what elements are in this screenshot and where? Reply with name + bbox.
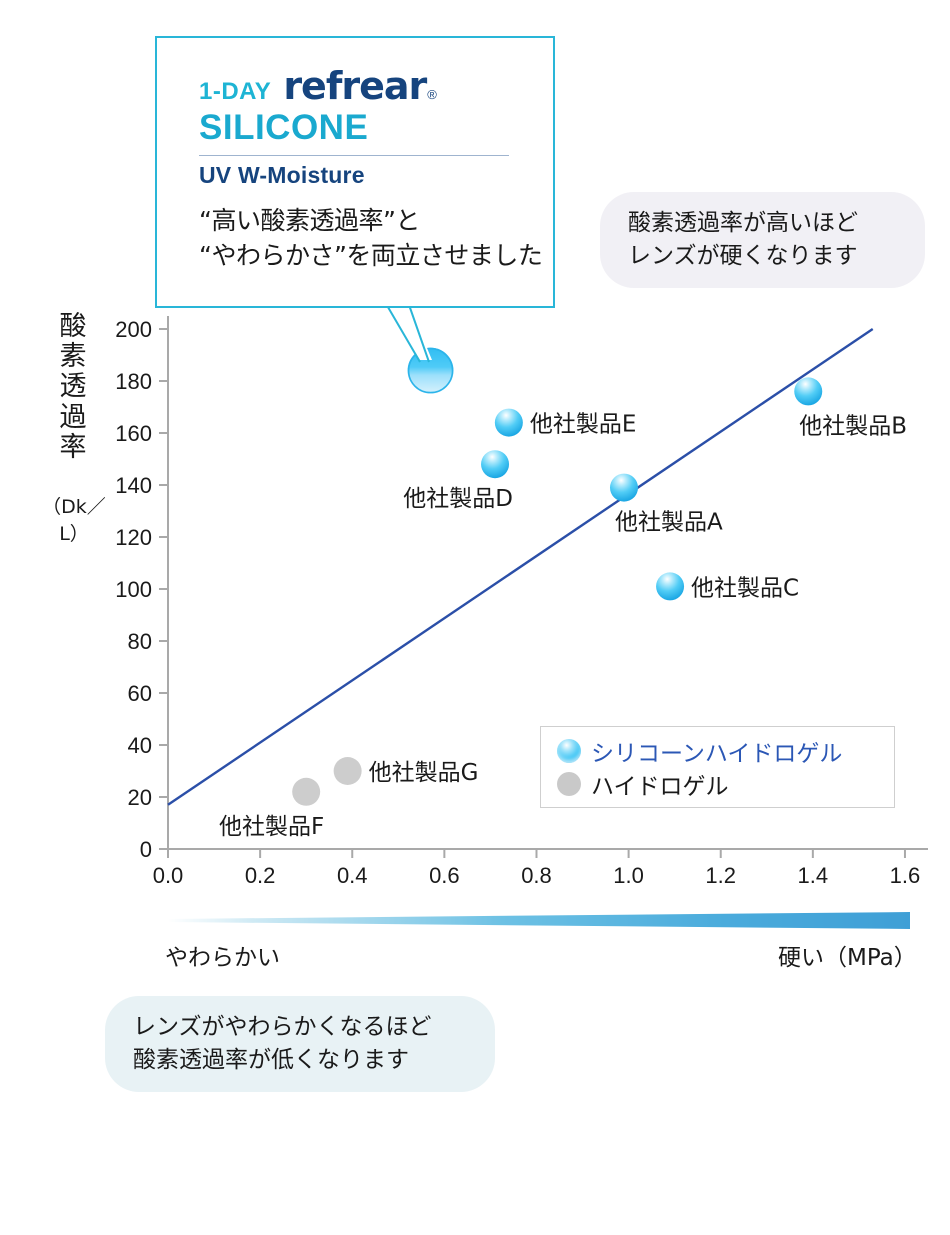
product-tagline-line1: “高い酸素透過率”と bbox=[199, 205, 420, 235]
x-tick-label: 0.2 bbox=[245, 863, 276, 888]
callout-pointer bbox=[384, 301, 432, 363]
y-axis-ticks: 0 20 40 60 80 100 120 140 160 180 200 bbox=[115, 317, 168, 862]
product-brand-line: 1-DAY refrear ® bbox=[199, 64, 553, 108]
data-point-label: 他社製品C bbox=[691, 575, 799, 601]
trend-line bbox=[167, 328, 874, 806]
x-tick-label: 1.4 bbox=[798, 863, 829, 888]
data-point-label: 他社製品A bbox=[615, 510, 723, 536]
product-tagline-line2: “やわらかさ”を両立させました bbox=[199, 241, 543, 271]
scatter-plot: 0 20 40 60 80 100 120 140 160 180 200 0.0 0.2 0.4 0.6… bbox=[115, 316, 928, 888]
y-axis-title-char: 素 bbox=[59, 341, 87, 373]
product-subtitle: UV W-Moisture bbox=[199, 161, 365, 188]
bubble-hard-line1: 酸素透過率が高いほど bbox=[628, 209, 858, 236]
silicone-data-point bbox=[481, 450, 510, 479]
x-tick-label: 1.0 bbox=[613, 863, 644, 888]
x-tick-label: 0.4 bbox=[337, 863, 368, 888]
y-axis-unit: （Dk／L） bbox=[42, 496, 106, 545]
y-tick-label: 60 bbox=[128, 681, 152, 706]
y-tick-label: 160 bbox=[115, 421, 152, 446]
bubble-soft-line1: レンズがやわらかくなるほど bbox=[133, 1013, 432, 1040]
chart-legend: シリコーンハイドロゲル ハイドロゲル bbox=[540, 726, 895, 808]
silicone-data-point bbox=[610, 473, 638, 502]
data-point-label: 他社製品D bbox=[403, 486, 513, 512]
y-tick-label: 180 bbox=[115, 369, 152, 394]
x-tick-label: 1.6 bbox=[890, 863, 921, 888]
legend-item-silicone-hydrogel: シリコーンハイドロゲル bbox=[557, 734, 894, 767]
divider bbox=[199, 154, 509, 156]
data-point-label: 他社製品B bbox=[799, 413, 907, 439]
y-tick-label: 40 bbox=[128, 733, 152, 758]
y-tick-label: 20 bbox=[128, 785, 152, 810]
x-tick-label: 0.6 bbox=[429, 863, 460, 888]
y-tick-label: 120 bbox=[115, 525, 152, 550]
data-point-label: 他社製品G bbox=[369, 760, 479, 786]
y-tick-label: 100 bbox=[115, 577, 152, 602]
bubble-soft-note: レンズがやわらかくなるほど 酸素透過率が低くなります bbox=[105, 996, 495, 1092]
legend-label: ハイドロゲル bbox=[591, 773, 729, 800]
y-tick-label: 0 bbox=[140, 837, 152, 862]
data-points-layer: 他社製品E 他社製品D 他社製品A 他社製品B 他社製品C 他社製品G 他社製品F bbox=[219, 347, 907, 840]
y-tick-label: 80 bbox=[128, 629, 152, 654]
x-tick-label: 0.8 bbox=[521, 863, 552, 888]
y-axis-title-char: 透 bbox=[59, 371, 87, 403]
registered-mark-icon: ® bbox=[427, 87, 437, 102]
product-brand: refrear bbox=[283, 64, 427, 108]
hardness-soft-label: やわらかい bbox=[165, 945, 280, 971]
y-axis-title-char: 酸 bbox=[59, 311, 87, 342]
data-point-label: 他社製品F bbox=[219, 814, 324, 840]
product-eyebrow: 1-DAY bbox=[199, 78, 272, 105]
bubble-hard-line2: レンズが硬くなります bbox=[628, 243, 858, 269]
silicone-data-point bbox=[794, 377, 823, 406]
silicone-data-point bbox=[494, 408, 523, 437]
x-tick-label: 0.0 bbox=[153, 863, 184, 888]
hydrogel-marker-icon bbox=[557, 771, 581, 796]
silicone-hydrogel-marker-icon bbox=[557, 738, 581, 763]
y-axis-title: 酸 素 透 過 率 bbox=[52, 311, 94, 463]
y-axis-title-char: 率 bbox=[59, 431, 87, 463]
hardness-gradient-bar bbox=[168, 912, 910, 929]
product-line-name: SILICONE bbox=[199, 108, 369, 147]
silicone-data-point bbox=[656, 572, 685, 601]
x-tick-label: 1.2 bbox=[705, 863, 736, 888]
y-axis-title-char: 過 bbox=[59, 401, 87, 433]
y-tick-label: 200 bbox=[115, 317, 152, 342]
bubble-soft-line2: 酸素透過率が低くなります bbox=[133, 1047, 409, 1073]
hydrogel-data-point bbox=[333, 757, 362, 785]
hardness-hard-label: 硬い（MPa） bbox=[778, 945, 917, 971]
hydrogel-data-point bbox=[292, 777, 321, 806]
y-tick-label: 140 bbox=[115, 473, 152, 498]
product-callout-box: 1-DAY refrear ® SILICONE UV W-Moisture “… bbox=[155, 36, 555, 308]
bubble-hard-note: 酸素透過率が高いほど レンズが硬くなります bbox=[600, 192, 925, 288]
x-axis-ticks: 0.0 0.2 0.4 0.6 0.8 1.0 1.2 1.4 1.6 bbox=[153, 849, 921, 888]
axis-lines bbox=[167, 316, 928, 850]
highlighted-data-point-ring bbox=[407, 347, 454, 394]
data-point-label: 他社製品E bbox=[530, 412, 637, 438]
legend-label: シリコーンハイドロゲル bbox=[591, 740, 843, 767]
legend-item-hydrogel: ハイドロゲル bbox=[557, 767, 894, 800]
